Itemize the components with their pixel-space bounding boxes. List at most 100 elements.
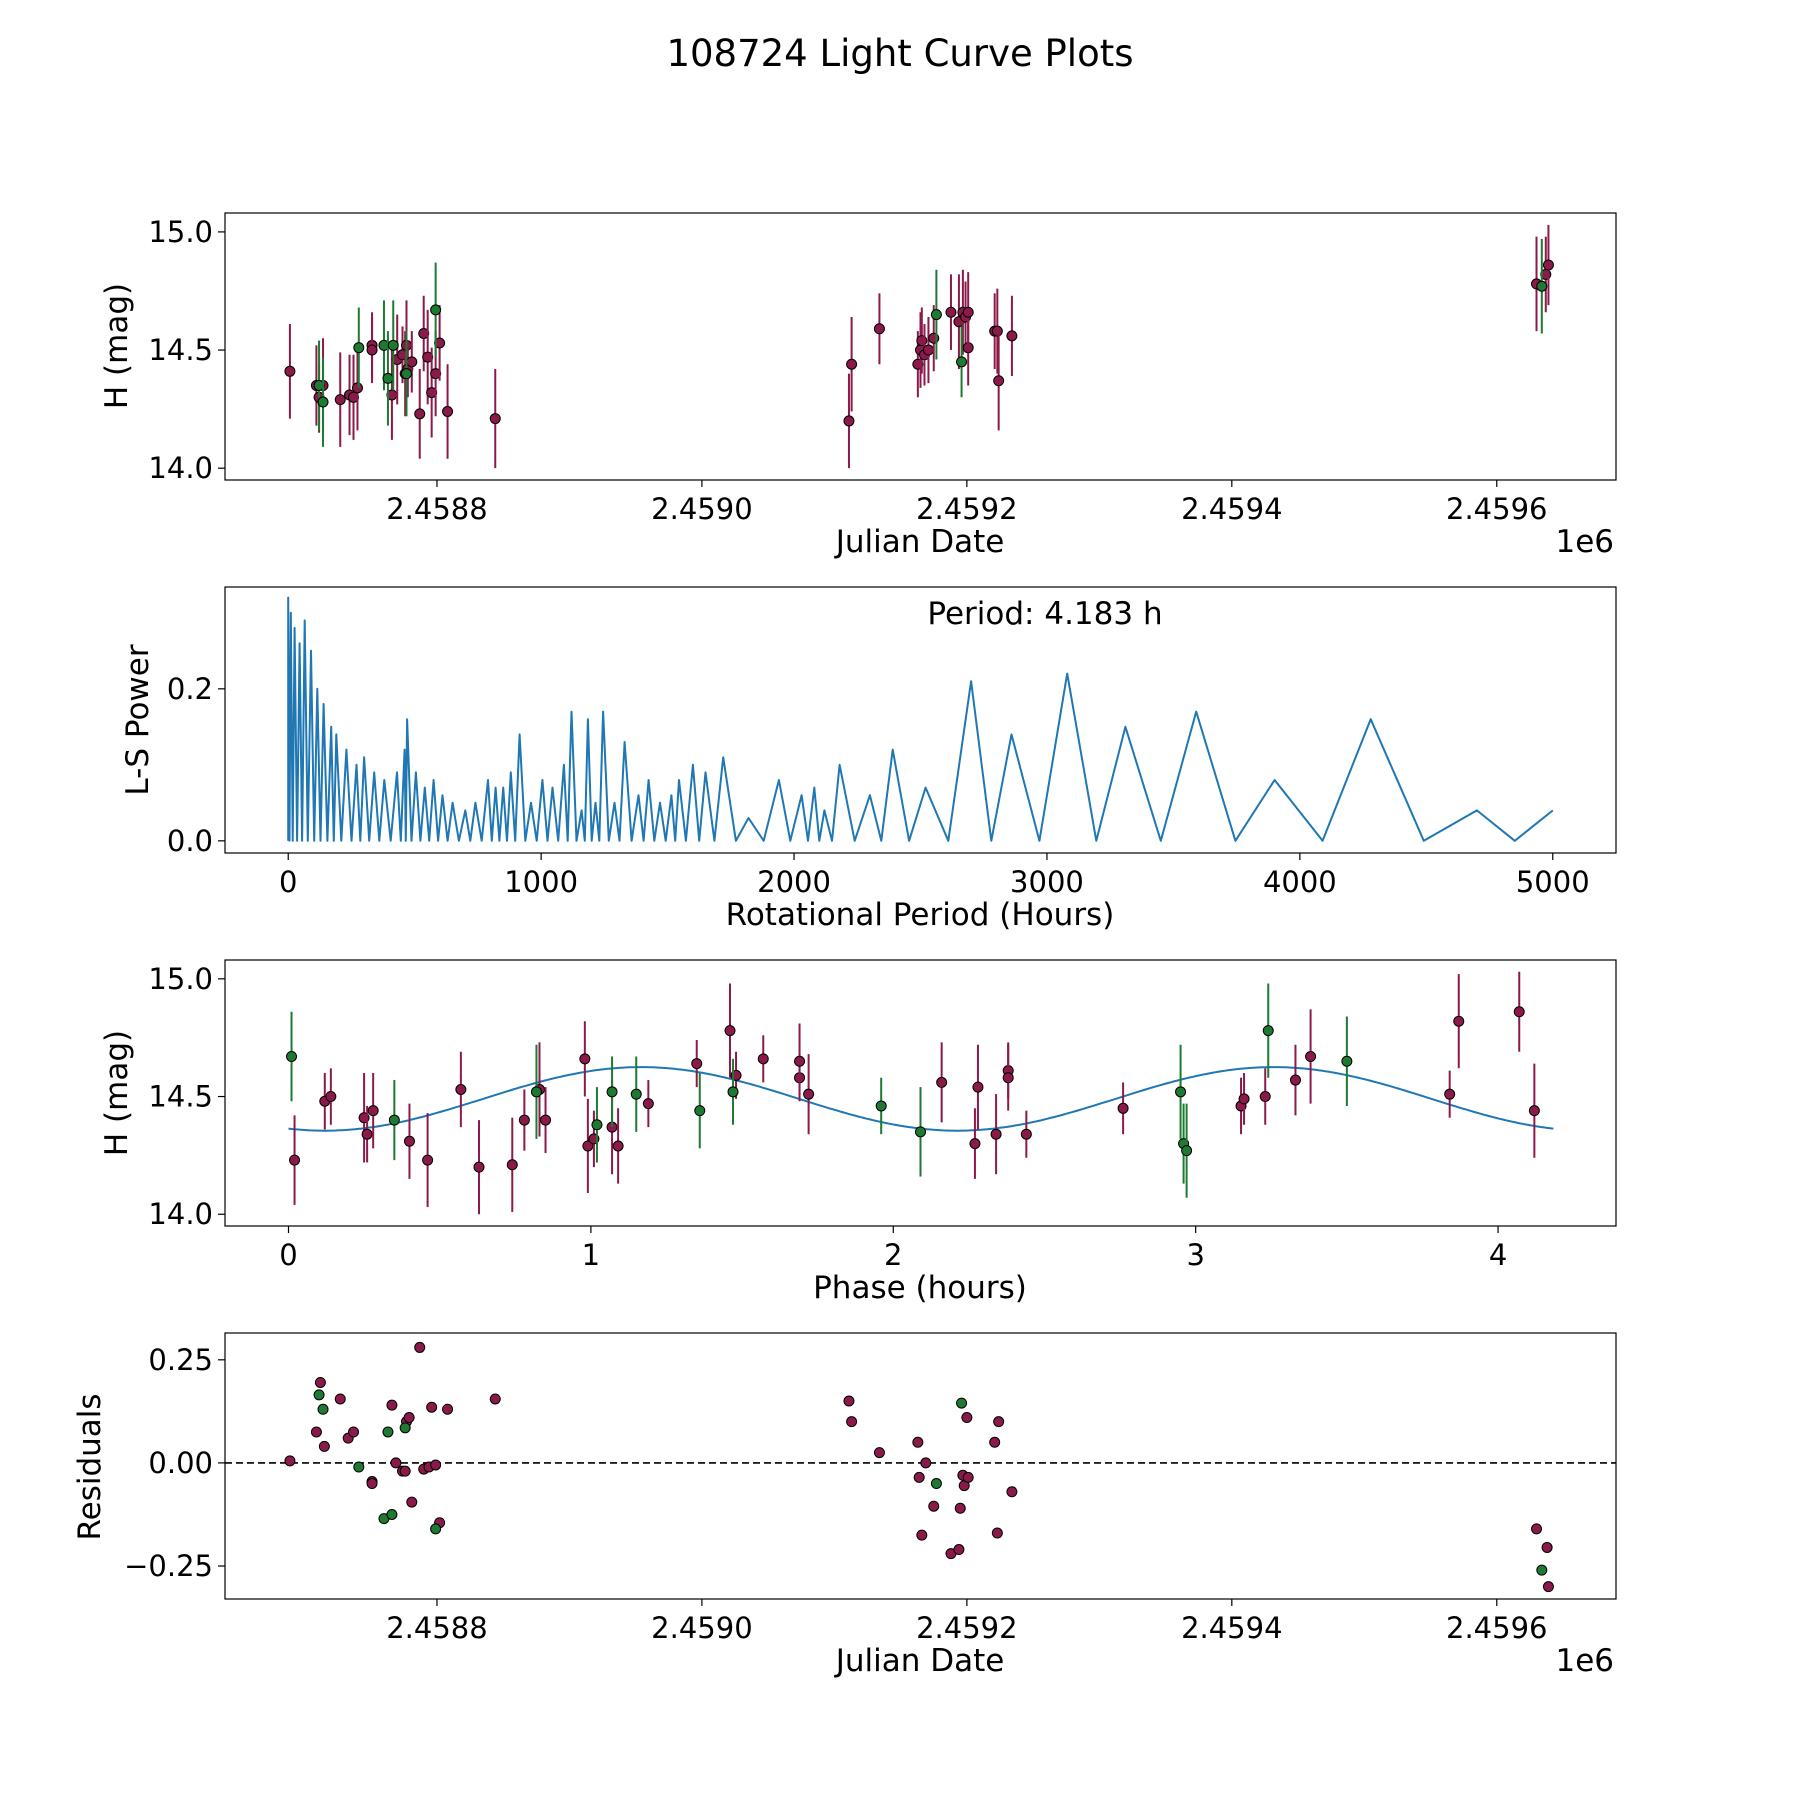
phased-xtick-label: 4 <box>1489 1238 1507 1272</box>
phased-point-red <box>1117 1102 1129 1114</box>
phased-point-red <box>642 1098 654 1110</box>
lightcurve-point-green <box>387 339 399 351</box>
phased-point-red <box>403 1135 415 1147</box>
residuals-point-red <box>399 1465 411 1477</box>
phased-point-red <box>1305 1051 1317 1063</box>
residuals-axes-frame <box>224 1332 1617 1600</box>
phased-point-red <box>1238 1093 1250 1105</box>
residuals-point-red <box>928 1500 940 1512</box>
residuals-point-red <box>430 1459 442 1471</box>
periodogram-annotation: Period: 4.183 h <box>927 596 1162 632</box>
residuals-point-red <box>348 1426 360 1438</box>
lightcurve-point-red <box>945 306 957 318</box>
phased-point-red <box>990 1128 1002 1140</box>
residuals-xtick-label: 2.4588 <box>386 1611 487 1645</box>
periodogram-xtick-label: 3000 <box>1010 865 1084 899</box>
residuals-point-red <box>843 1395 855 1407</box>
phased-point-red <box>361 1128 373 1140</box>
residuals-x-offset: 1e6 <box>1555 1643 1614 1679</box>
residuals-point-red <box>489 1393 501 1405</box>
lightcurve-ytick-label: 15.0 <box>148 215 213 249</box>
phased-point-red <box>289 1154 301 1166</box>
lightcurve-panel: 2.4588 2.4590 2.4592 2.4594 2.4596 14.0 14.5 15… <box>99 212 1617 560</box>
residuals-point-red <box>1541 1541 1553 1553</box>
phased-point-red <box>1289 1074 1301 1086</box>
phased-point-green <box>591 1119 603 1131</box>
lightcurve-point-red <box>962 306 974 318</box>
residuals-point-red <box>284 1455 296 1467</box>
phased-point-red <box>473 1161 485 1173</box>
phased-point-red <box>691 1058 703 1070</box>
residuals-point-red <box>989 1436 1001 1448</box>
lightcurve-point-red <box>843 415 855 427</box>
residuals-point-red <box>993 1416 1005 1428</box>
lightcurve-x-offset: 1e6 <box>1555 524 1614 560</box>
lightcurve-xtick-label: 2.4588 <box>386 492 487 526</box>
phased-ytick-label: 14.5 <box>148 1080 213 1114</box>
residuals-point-red <box>846 1416 858 1428</box>
lightcurve-point-green <box>930 309 942 321</box>
lightcurve-point-red <box>430 368 442 380</box>
residuals-point-red <box>426 1401 438 1413</box>
residuals-ytick-label: −0.25 <box>124 1549 213 1583</box>
phased-xtick-label: 2 <box>884 1238 902 1272</box>
phased-point-green <box>915 1126 926 1138</box>
residuals-point-red <box>1006 1486 1018 1498</box>
phased-point-red <box>803 1088 815 1100</box>
phased-ylabel: H (mag) <box>99 1030 135 1156</box>
residuals-point-green <box>313 1389 325 1401</box>
residuals-point-red <box>962 1471 974 1483</box>
periodogram-xtick-label: 1000 <box>504 865 578 899</box>
residuals-xtick-label: 2.4590 <box>651 1611 752 1645</box>
lightcurve-point-red <box>873 323 885 335</box>
residuals-point-red <box>991 1527 1003 1539</box>
phased-point-green <box>630 1088 642 1100</box>
phased-xlabel: Phase (hours) <box>813 1270 1027 1306</box>
lightcurve-point-red <box>418 328 430 340</box>
lightcurve-point-red <box>922 344 934 356</box>
lightcurve-point-red <box>434 337 446 349</box>
phased-point-green <box>694 1105 706 1117</box>
phased-point-red <box>936 1076 948 1088</box>
phased-point-red <box>757 1053 769 1065</box>
residuals-point-red <box>920 1457 932 1469</box>
periodogram-xtick-label: 5000 <box>1516 865 1590 899</box>
periodogram-series-line <box>287 596 1554 842</box>
phased-point-red <box>612 1140 624 1152</box>
phased-point-red <box>1513 1006 1525 1018</box>
residuals-point-red <box>873 1447 885 1459</box>
lightcurve-point-red <box>426 387 438 399</box>
periodogram-ytick-label: 0.0 <box>167 824 213 858</box>
residuals-point-red <box>334 1393 346 1405</box>
lightcurve-xlabel: Julian Date <box>834 524 1005 560</box>
phased-point-red <box>724 1025 736 1037</box>
residuals-ytick-label: 0.00 <box>148 1446 213 1480</box>
lightcurve-point-green <box>956 356 968 368</box>
phased-point-red <box>455 1083 467 1095</box>
residuals-point-green <box>317 1403 329 1415</box>
residuals-point-red <box>912 1436 924 1448</box>
residuals-point-red <box>310 1426 322 1438</box>
lightcurve-point-red <box>846 358 858 370</box>
residuals-point-green <box>353 1461 365 1473</box>
phased-point-red <box>1453 1015 1465 1027</box>
residuals-panel: 2.4588 2.4590 2.4592 2.4594 2.4596 0.25 0.00 −0… <box>72 1332 1617 1679</box>
lightcurve-point-red <box>351 382 363 394</box>
residuals-point-red <box>1531 1523 1543 1535</box>
lightcurve-point-red <box>348 391 360 403</box>
lightcurve-point-red <box>991 325 1003 337</box>
residuals-point-red <box>442 1403 454 1415</box>
residuals-point-red <box>386 1399 398 1411</box>
residuals-point-red <box>403 1412 415 1424</box>
lightcurve-point-red <box>414 408 426 420</box>
periodogram-xtick-label: 0 <box>279 865 297 899</box>
phased-point-red <box>325 1091 337 1103</box>
residuals-point-green <box>382 1426 394 1438</box>
residuals-point-red <box>366 1478 378 1490</box>
phased-point-red <box>582 1140 594 1152</box>
periodogram-ylabel: L-S Power <box>120 644 156 795</box>
residuals-point-green <box>956 1397 968 1409</box>
residuals-point-red <box>954 1502 966 1514</box>
periodogram-xtick-label: 2000 <box>757 865 831 899</box>
residuals-xtick-label: 2.4596 <box>1446 1611 1547 1645</box>
